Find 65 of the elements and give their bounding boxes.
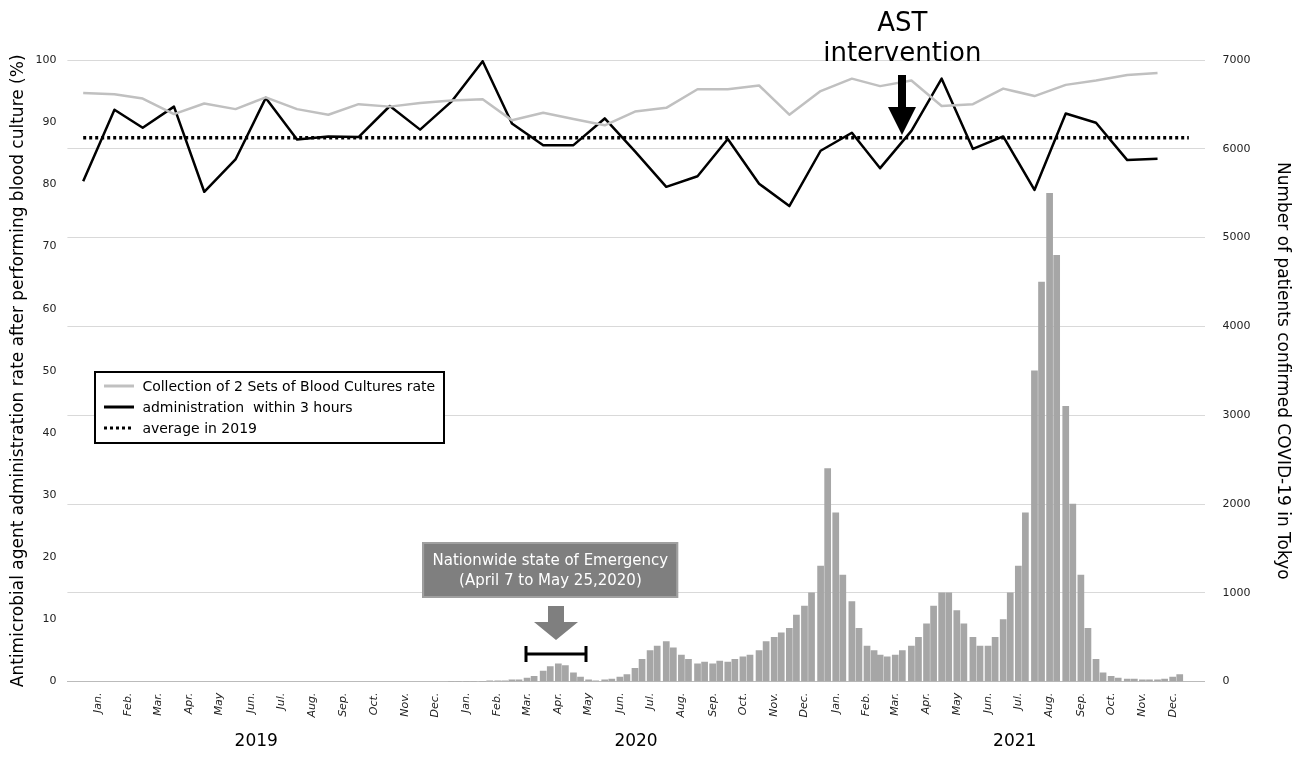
y2-axis-title: Number of patients confirmed COVID-19 in Tokyo: [1274, 161, 1295, 580]
x-tick-label: Sep.: [336, 692, 350, 717]
x-tick-label: Aug.: [305, 692, 319, 719]
x-tick-label: Oct.: [735, 692, 749, 716]
x-tick-label: May: [949, 692, 963, 716]
y2-tick-label: 3000: [1222, 408, 1251, 422]
y-tick-label: 100: [35, 52, 57, 66]
x2-tick-label: 2021: [993, 730, 1037, 751]
x-tick-label: Nov.: [767, 692, 781, 717]
y-axis-title: Antimicrobial agent administration rate after performing blood culture (%): [6, 54, 27, 688]
y2-tick-label: 1000: [1222, 585, 1251, 599]
legend-label: Collection of 2 Sets of Blood Cultures rate: [142, 378, 436, 395]
y-tick-label: 50: [42, 363, 57, 377]
x-tick-label: Sep.: [1073, 692, 1087, 717]
x-tick-label: Mar.: [519, 692, 533, 716]
y-tick-label: 60: [42, 301, 57, 315]
y2-tick-label: 7000: [1222, 52, 1251, 66]
x-tick-label: Jan.: [459, 692, 473, 716]
x-tick-label: Aug.: [1042, 692, 1056, 719]
x-tick-label: Nov.: [397, 692, 411, 717]
x-tick-label: Jul.: [642, 692, 656, 712]
y-tick-label: 90: [42, 115, 57, 129]
x-tick-label: Jun.: [980, 692, 994, 716]
x-tick-label: Oct.: [366, 692, 380, 716]
x2-tick-label: 2019: [234, 730, 278, 751]
x-tick-label: Jun.: [612, 692, 626, 716]
y2-tick-label: 6000: [1222, 141, 1251, 155]
x-tick-label: Feb.: [489, 692, 503, 717]
x-tick-label: Jan.: [828, 692, 842, 716]
x-tick-label: Jan.: [91, 692, 105, 716]
x-tick-label: Dec.: [428, 692, 442, 718]
legend-label: administration within 3 hours: [142, 399, 353, 416]
x-tick-label: Aug.: [674, 692, 688, 719]
x-tick-label: May: [212, 692, 226, 716]
y2-tick-label: 0: [1222, 674, 1230, 688]
x-tick-label: May: [581, 692, 595, 716]
y2-tick-label: 4000: [1222, 319, 1251, 333]
y-tick-label: 0: [49, 674, 57, 688]
legend-label: average in 2019: [142, 420, 257, 437]
x-tick-label: Mar.: [888, 692, 902, 716]
y-tick-label: 30: [42, 488, 57, 501]
x-tick-label: Mar.: [150, 692, 164, 716]
y-tick-label: 10: [42, 612, 57, 626]
y2-tick-label: 2000: [1222, 496, 1251, 510]
x-tick-label: Sep.: [705, 692, 719, 717]
x-tick-label: Feb.: [858, 692, 872, 717]
x-tick-label: Feb.: [121, 692, 135, 717]
x-tick-label: Jul.: [273, 692, 287, 712]
x-tick-label: Apr.: [181, 692, 195, 716]
annotation: AST intervention: [823, 6, 982, 67]
x-tick-label: Dec.: [1165, 692, 1179, 718]
x-tick-label: Dec.: [797, 692, 811, 718]
x-tick-label: Jun.: [243, 692, 257, 716]
y-tick-label: 70: [42, 239, 57, 253]
y-tick-label: 80: [42, 177, 57, 191]
x-tick-label: Oct.: [1103, 692, 1117, 716]
x-tick-label: Nov.: [1135, 692, 1149, 717]
x-tick-label: Apr.: [919, 692, 933, 716]
x2-tick-label: 2020: [614, 730, 658, 751]
y-tick-label: 20: [42, 550, 57, 564]
annotation: Nationwide state of Emergency (April 7 to May 25,2020): [422, 541, 679, 598]
y-tick-label: 40: [42, 425, 57, 439]
x-tick-label: Jul.: [1011, 692, 1025, 712]
x-tick-label: Apr.: [551, 692, 565, 716]
y2-tick-label: 5000: [1222, 230, 1251, 244]
